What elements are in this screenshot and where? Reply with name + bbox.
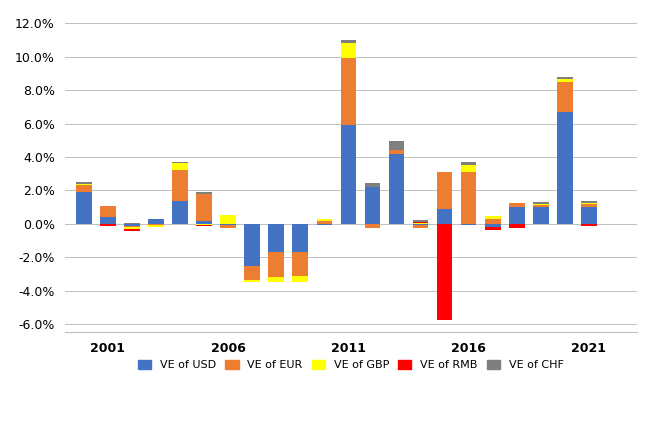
Bar [413,222,428,223]
Bar [485,224,501,227]
Bar [389,154,404,224]
Bar [100,217,115,224]
Bar [461,172,477,224]
Bar [148,219,164,224]
Bar [172,163,188,170]
Bar [124,223,140,224]
Bar [293,252,308,276]
Bar [244,224,260,266]
Bar [244,280,260,281]
Bar [76,184,92,185]
Bar [244,266,260,280]
Bar [557,82,572,112]
Bar [340,40,356,43]
Bar [316,219,332,221]
Bar [124,224,140,226]
Bar [269,224,284,252]
Bar [76,182,92,184]
Bar [557,79,572,82]
Bar [76,185,92,192]
Bar [364,183,380,187]
Bar [196,221,212,224]
Bar [413,224,428,225]
Bar [509,224,525,228]
Bar [557,112,572,224]
Bar [389,141,404,150]
Bar [340,42,356,58]
Bar [293,224,308,252]
Bar [364,187,380,224]
Bar [124,229,140,230]
Bar [557,77,572,79]
Bar [389,150,404,154]
Bar [413,225,428,228]
Bar [533,204,548,205]
Bar [581,201,597,203]
Bar [269,252,284,278]
Legend: VE of USD, VE of EUR, VE of GBP, VE of RMB, VE of CHF: VE of USD, VE of EUR, VE of GBP, VE of R… [134,355,568,374]
Bar [533,202,548,204]
Bar [269,278,284,282]
Bar [196,225,212,226]
Bar [461,165,477,172]
Bar [172,162,188,163]
Bar [533,207,548,224]
Bar [509,203,525,207]
Bar [581,203,597,204]
Bar [364,224,380,228]
Bar [76,192,92,224]
Bar [581,207,597,224]
Bar [316,224,332,225]
Bar [581,224,597,227]
Bar [437,224,452,320]
Bar [220,225,236,228]
Bar [509,207,525,224]
Bar [533,205,548,207]
Bar [148,224,164,225]
Bar [148,225,164,227]
Bar [340,58,356,125]
Bar [196,192,212,194]
Bar [196,224,212,225]
Bar [172,201,188,224]
Bar [220,215,236,224]
Bar [581,204,597,207]
Bar [220,224,236,225]
Bar [485,215,501,219]
Bar [172,170,188,201]
Bar [413,220,428,222]
Bar [461,224,477,225]
Bar [413,223,428,224]
Bar [124,227,140,229]
Bar [316,221,332,224]
Bar [293,276,308,281]
Bar [485,227,501,230]
Bar [437,209,452,224]
Bar [437,172,452,209]
Bar [100,206,115,217]
Bar [124,226,140,227]
Bar [100,224,115,227]
Bar [461,162,477,165]
Bar [340,125,356,224]
Bar [196,194,212,221]
Bar [485,219,501,224]
